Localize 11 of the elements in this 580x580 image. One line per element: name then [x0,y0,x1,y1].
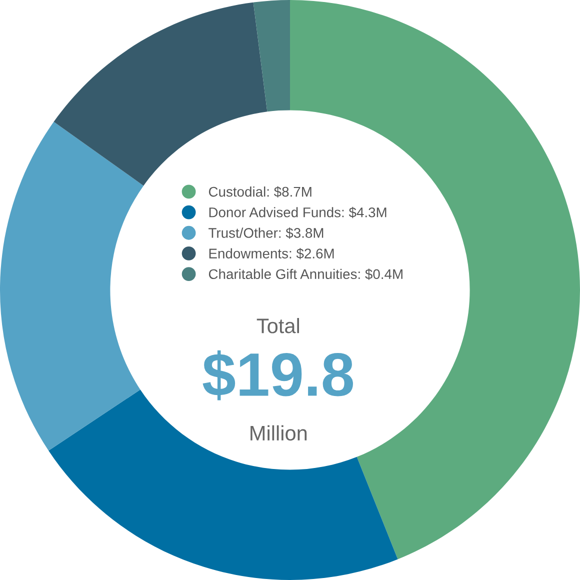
legend-label: Endowments: $2.6M [209,248,334,260]
legend-label: Trust/Other: $3.8M [208,227,324,239]
text: $19.8 [202,350,353,400]
donut-slice [54,2,268,186]
legend-label: Custodial: $8.7M [208,186,312,198]
donut-slice [253,0,290,112]
legend-label: Donor Advised Funds: $4.3M [209,206,386,218]
donut-slice [0,122,144,451]
text: Million [250,425,307,441]
legend-label: Charitable Gift Annuities: $0.4M [208,268,402,280]
text: Total [256,318,300,334]
